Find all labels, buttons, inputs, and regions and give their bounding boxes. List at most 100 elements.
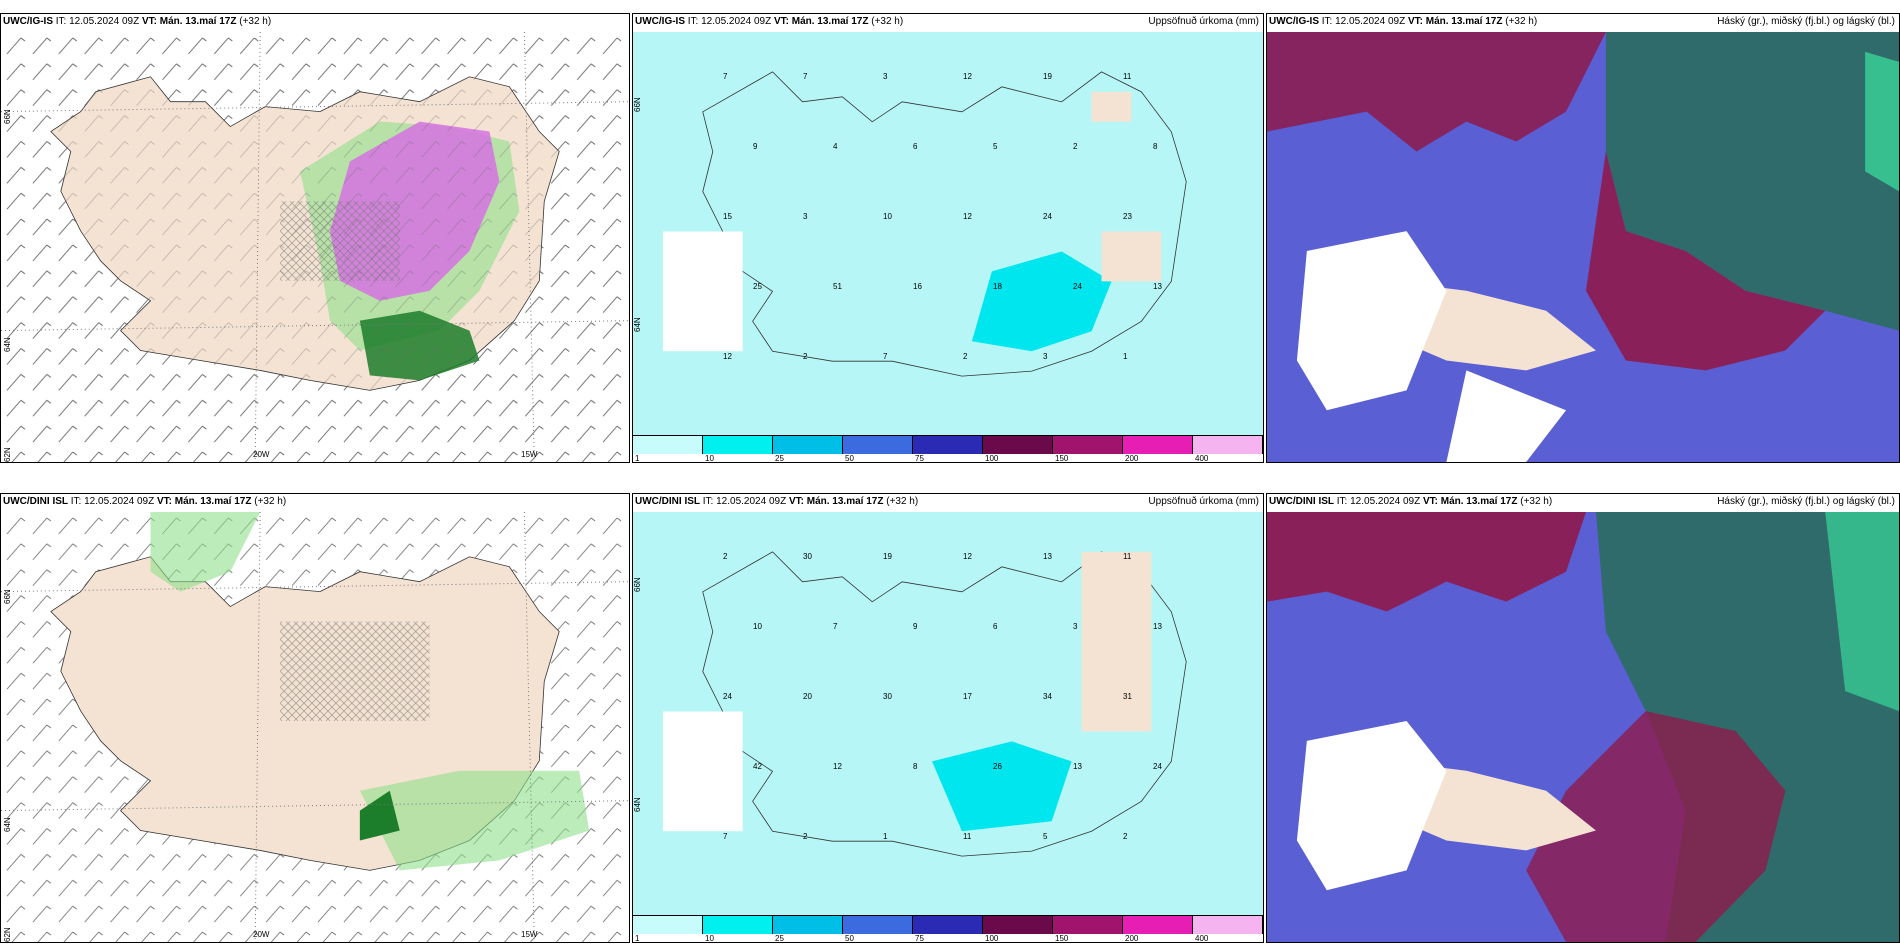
lat-label-64: 64N: [633, 797, 642, 812]
it-label: IT:: [702, 496, 714, 507]
colorbar-tick: 400: [1195, 934, 1209, 943]
map-area[interactable]: 66N 64N 2 30 19 12 13 11 10 7 9 6 3 13 24 20 30 17 34 31 4…: [633, 512, 1263, 916]
colorbar-tick: 1: [635, 454, 640, 463]
lon-label-20: 20W: [253, 450, 270, 459]
panel-accum-precip-dini: UWC/DINI ISL IT: 12.05.2024 09Z VT: Mán.…: [632, 493, 1264, 943]
colorbar-tick: 10: [705, 934, 714, 943]
precip-value: 34: [1043, 692, 1052, 701]
panel-clouds-igis: UWC/IG-IS IT: 12.05.2024 09Z VT: Mán. 13…: [1266, 13, 1900, 463]
lat-label-66: 66N: [3, 109, 12, 124]
precip-value: 24: [1043, 212, 1052, 221]
precip-value: 7: [723, 72, 728, 81]
panel-clouds-dini: UWC/DINI ISL IT: 12.05.2024 09Z VT: Mán.…: [1266, 493, 1900, 943]
vt-label: VT:: [141, 16, 157, 27]
lon-label-15: 15W: [521, 930, 538, 939]
init-time: 12.05.2024 09Z: [716, 496, 787, 507]
precip-value: 20: [803, 692, 812, 701]
precip-value: 11: [1123, 72, 1132, 81]
precip-value: 2: [803, 352, 808, 361]
valid-time: Mán. 13.maí 17Z: [1440, 496, 1518, 507]
precip-value: 24: [1153, 762, 1162, 771]
precip-value: 24: [723, 692, 732, 701]
precip-value: 13: [1153, 622, 1162, 631]
vt-label: VT:: [1407, 16, 1423, 27]
lat-label-66: 66N: [633, 577, 642, 592]
colorbar-tick: 10: [705, 454, 714, 463]
colorbar-swatch: [1053, 916, 1123, 934]
lead-time: (+32 h): [1505, 16, 1538, 27]
precip-value: 7: [833, 622, 838, 631]
panel-wind-precip-dini: UWC/DINI ISL IT: 12.05.2024 09Z VT: Mán.…: [0, 493, 630, 943]
lead-time: (+32 h): [254, 496, 287, 507]
map-canvas: [633, 32, 1263, 436]
map-area[interactable]: [1267, 32, 1899, 462]
precip-value: 8: [913, 762, 918, 771]
panel-header: UWC/IG-IS IT: 12.05.2024 09Z VT: Mán. 13…: [635, 16, 903, 27]
precip-value: 2: [723, 552, 728, 561]
panel-title: Háský (gr.), miðský (fj.bl.) og lágský (…: [1717, 16, 1895, 27]
colorbar-swatch: [773, 916, 843, 934]
init-time: 12.05.2024 09Z: [69, 16, 140, 27]
lat-label-66: 66N: [3, 589, 12, 604]
precip-value: 12: [963, 72, 972, 81]
precip-value: 11: [1123, 552, 1132, 561]
valid-time: Mán. 13.maí 17Z: [159, 16, 237, 27]
precip-value: 26: [993, 762, 1002, 771]
precip-value: 9: [753, 142, 758, 151]
model-name: UWC/DINI ISL: [635, 496, 700, 507]
colorbar-swatch: [913, 916, 983, 934]
model-name: UWC/IG-IS: [3, 16, 53, 27]
colorbar-swatch: [633, 916, 703, 934]
model-name: UWC/DINI ISL: [1269, 496, 1334, 507]
precip-value: 3: [1043, 352, 1048, 361]
map-area[interactable]: 66N 64N 62N 20W 15W: [1, 32, 629, 462]
it-label: IT:: [687, 16, 699, 27]
colorbar: 1 10 25 50 75 100 150 200 400: [633, 915, 1263, 942]
lat-label-62: 62N: [3, 447, 12, 462]
precip-value: 11: [963, 832, 972, 841]
precip-value: 10: [883, 212, 892, 221]
precip-value: 3: [803, 212, 808, 221]
lead-time: (+32 h): [1520, 496, 1553, 507]
precip-value: 1: [883, 832, 888, 841]
panel-title: Háský (gr.), miðský (fj.bl.) og lágský (…: [1717, 496, 1895, 507]
map-area[interactable]: 66N 64N 7 7 3 12 19 11 9 4 6 5 2 8 15 3 10 12 24 23 25 51 16…: [633, 32, 1263, 436]
valid-time: Mán. 13.maí 17Z: [1425, 16, 1503, 27]
lead-time: (+32 h): [886, 496, 919, 507]
init-time: 12.05.2024 09Z: [1350, 496, 1421, 507]
precip-value: 51: [833, 282, 842, 291]
valid-time: Mán. 13.maí 17Z: [806, 496, 884, 507]
precip-value: 12: [963, 212, 972, 221]
precip-value: 31: [1123, 692, 1132, 701]
colorbar-swatch: [1123, 436, 1193, 454]
panel-accum-precip-igis: UWC/IG-IS IT: 12.05.2024 09Z VT: Mán. 13…: [632, 13, 1264, 463]
lat-label-64: 64N: [3, 337, 12, 352]
precip-value: 23: [1123, 212, 1132, 221]
colorbar-tick: 1: [635, 934, 640, 943]
map-canvas: [1267, 32, 1899, 462]
panel-header: UWC/IG-IS IT: 12.05.2024 09Z VT: Mán. 13…: [3, 16, 271, 27]
precip-value: 2: [1073, 142, 1078, 151]
it-label: IT:: [70, 496, 82, 507]
precip-value: 3: [883, 72, 888, 81]
colorbar-tick: 25: [775, 454, 784, 463]
vt-label: VT:: [1422, 496, 1438, 507]
colorbar-tick: 200: [1125, 454, 1139, 463]
precip-value: 19: [883, 552, 892, 561]
map-area[interactable]: [1267, 512, 1899, 942]
lon-label-15: 15W: [521, 450, 538, 459]
precip-value: 12: [723, 352, 732, 361]
colorbar-swatch: [703, 916, 773, 934]
precip-value: 5: [993, 142, 998, 151]
lat-label-62: 62N: [3, 927, 12, 942]
colorbar-swatch: [1053, 436, 1123, 454]
colorbar-swatch: [913, 436, 983, 454]
precip-value: 24: [1073, 282, 1082, 291]
colorbar-swatch: [1193, 436, 1263, 454]
vt-label: VT:: [788, 496, 804, 507]
precip-value: 7: [803, 72, 808, 81]
colorbar-tick: 150: [1055, 934, 1069, 943]
heavy-precip: [971, 251, 1112, 352]
map-area[interactable]: 66N 64N 62N 20W 15W: [1, 512, 629, 942]
colorbar: 1 10 25 50 75 100 150 200 400: [633, 435, 1263, 462]
